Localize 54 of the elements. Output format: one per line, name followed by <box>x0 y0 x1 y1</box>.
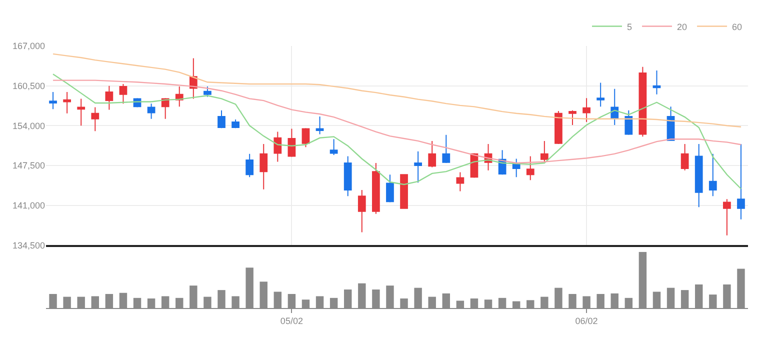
candlestick <box>274 131 282 162</box>
candlestick <box>540 140 548 162</box>
y-tick-label: 160,500 <box>12 80 45 91</box>
candlestick <box>652 70 661 95</box>
candlestick <box>414 150 422 184</box>
candlestick <box>723 198 731 236</box>
candlestick <box>232 119 240 129</box>
y-tick-label: 154,000 <box>12 120 45 131</box>
x-tick-label: 05/02 <box>280 316 303 326</box>
candlestick <box>372 162 380 214</box>
candlestick <box>400 174 408 209</box>
candlestick <box>737 144 745 220</box>
line-series <box>52 74 742 190</box>
candlestick <box>260 144 268 190</box>
candlestick <box>218 110 226 129</box>
legend-label: 20 <box>677 22 688 32</box>
y-tick-label: 134,500 <box>12 240 45 250</box>
candlestick <box>442 134 450 164</box>
y-tick-label: 141,000 <box>12 200 45 210</box>
candlestick <box>63 91 71 114</box>
candlestick <box>638 66 647 138</box>
candlestick <box>77 98 86 126</box>
legend-label: 5 <box>627 22 632 32</box>
x-tick-label: 06/02 <box>575 316 598 326</box>
candlestick <box>91 106 100 132</box>
line-series <box>52 53 742 128</box>
candlestick <box>428 140 436 168</box>
candlestick <box>330 138 338 156</box>
candlestick <box>358 189 366 233</box>
legend-label: 60 <box>732 22 742 32</box>
candlestick <box>288 128 296 158</box>
candlestick <box>456 172 464 192</box>
y-tick-label: 167,000 <box>12 41 45 52</box>
candlestick <box>386 174 394 203</box>
line-series <box>52 80 742 164</box>
candlestick <box>568 110 576 126</box>
candlestick <box>344 156 352 197</box>
candlestick <box>526 156 534 181</box>
candlestick <box>316 116 324 135</box>
y-tick-label: 147,500 <box>12 160 45 171</box>
candlestick <box>246 153 254 178</box>
candlestick <box>204 86 212 98</box>
candlestick <box>694 144 703 208</box>
candlestick <box>582 98 590 122</box>
candlestick <box>596 82 605 108</box>
candlestick <box>708 153 717 197</box>
candlestick <box>147 103 156 120</box>
candlestick <box>302 128 310 148</box>
candlestick <box>105 85 114 110</box>
candlestick <box>624 110 633 136</box>
candlestick <box>680 144 689 171</box>
candlestick <box>554 110 562 145</box>
candlestick <box>119 83 128 104</box>
candlestick <box>49 91 57 110</box>
